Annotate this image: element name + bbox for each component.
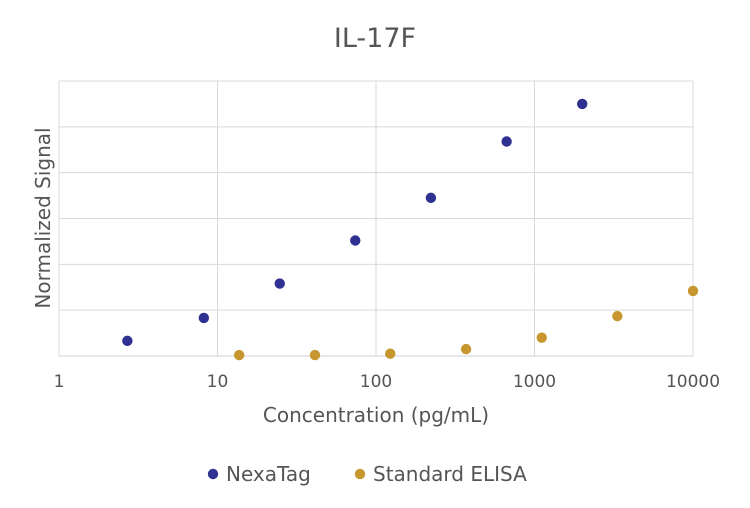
legend-marker bbox=[354, 468, 366, 480]
x-tick-label: 100 bbox=[360, 372, 392, 392]
x-tick-label: 1 bbox=[54, 372, 65, 392]
data-point bbox=[198, 312, 210, 324]
data-point bbox=[687, 285, 699, 297]
x-tick-label: 10 bbox=[207, 372, 229, 392]
y-axis-title: Normalized Signal bbox=[31, 127, 55, 308]
data-point bbox=[501, 136, 512, 147]
data-point bbox=[460, 343, 472, 355]
x-tick-label: 10000 bbox=[666, 372, 720, 392]
data-point bbox=[425, 192, 437, 204]
data-point bbox=[385, 348, 396, 359]
data-point bbox=[612, 310, 623, 322]
data-point bbox=[233, 349, 245, 361]
legend-marker bbox=[207, 468, 219, 480]
data-point bbox=[274, 278, 285, 289]
legend-label: NexaTag bbox=[226, 462, 311, 486]
data-point bbox=[536, 332, 547, 343]
data-point bbox=[350, 235, 361, 246]
data-point bbox=[577, 98, 588, 110]
data-points bbox=[122, 98, 699, 361]
x-tick-labels: 1 10 100 1000 10000 bbox=[54, 372, 720, 392]
x-axis-title: Concentration (pg/mL) bbox=[263, 403, 489, 427]
legend: NexaTag Standard ELISA bbox=[207, 462, 527, 486]
legend-label: Standard ELISA bbox=[373, 462, 527, 486]
grid bbox=[58, 80, 694, 356]
data-point bbox=[309, 349, 321, 361]
chart-title: IL-17F bbox=[334, 23, 416, 54]
x-tick-label: 1000 bbox=[513, 372, 556, 392]
data-point bbox=[122, 335, 133, 347]
